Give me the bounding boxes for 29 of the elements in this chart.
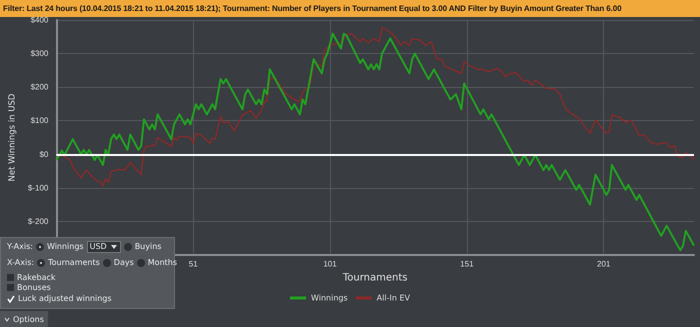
y-tick-label: $100 [30,116,49,126]
annotation: Winnings [46,242,84,251]
text: Options [13,314,44,324]
annotation: Buyins [134,242,162,251]
text: Y-Axis: [7,242,33,251]
y-tick-label: $300 [30,49,49,58]
y-tick-label: $0 [39,150,49,159]
text: X-Axis: [7,258,34,267]
y-tick-label: $200 [30,82,49,92]
x-axis-title: Tournaments [342,272,408,284]
y-tick-label: $-200 [28,216,49,226]
text: Luck adjusted winnings [18,294,112,303]
text: Bonuses [17,283,51,292]
x-tick-label: 101 [323,260,338,268]
text: Days [114,258,134,267]
y-tick-label: $-100 [28,183,49,192]
y-axis-title: Net Winnings in USD [8,93,18,182]
text: Tournaments [48,258,100,267]
text: Rakeback [17,273,56,282]
annotation: USD [90,242,107,251]
y-tick-label: $400 [30,16,49,24]
chart-title: Filter: Last 24 hours (10.04.2015 18:21 to 11.04.2015 18:21); Tournament: Number of Players in Tournament Equal to 3.00 AND Filter by Buyin Amount Greater Than 6.00 [0,0,700,17]
x-tick-label: 51 [188,260,198,268]
x-tick-label: 151 [460,260,474,268]
legend-label: Winnings [311,294,348,302]
text: Months [148,258,178,267]
line-series [56,27,695,186]
x-tick-label: 201 [597,260,611,268]
legend-label: All-In EV [376,294,410,302]
